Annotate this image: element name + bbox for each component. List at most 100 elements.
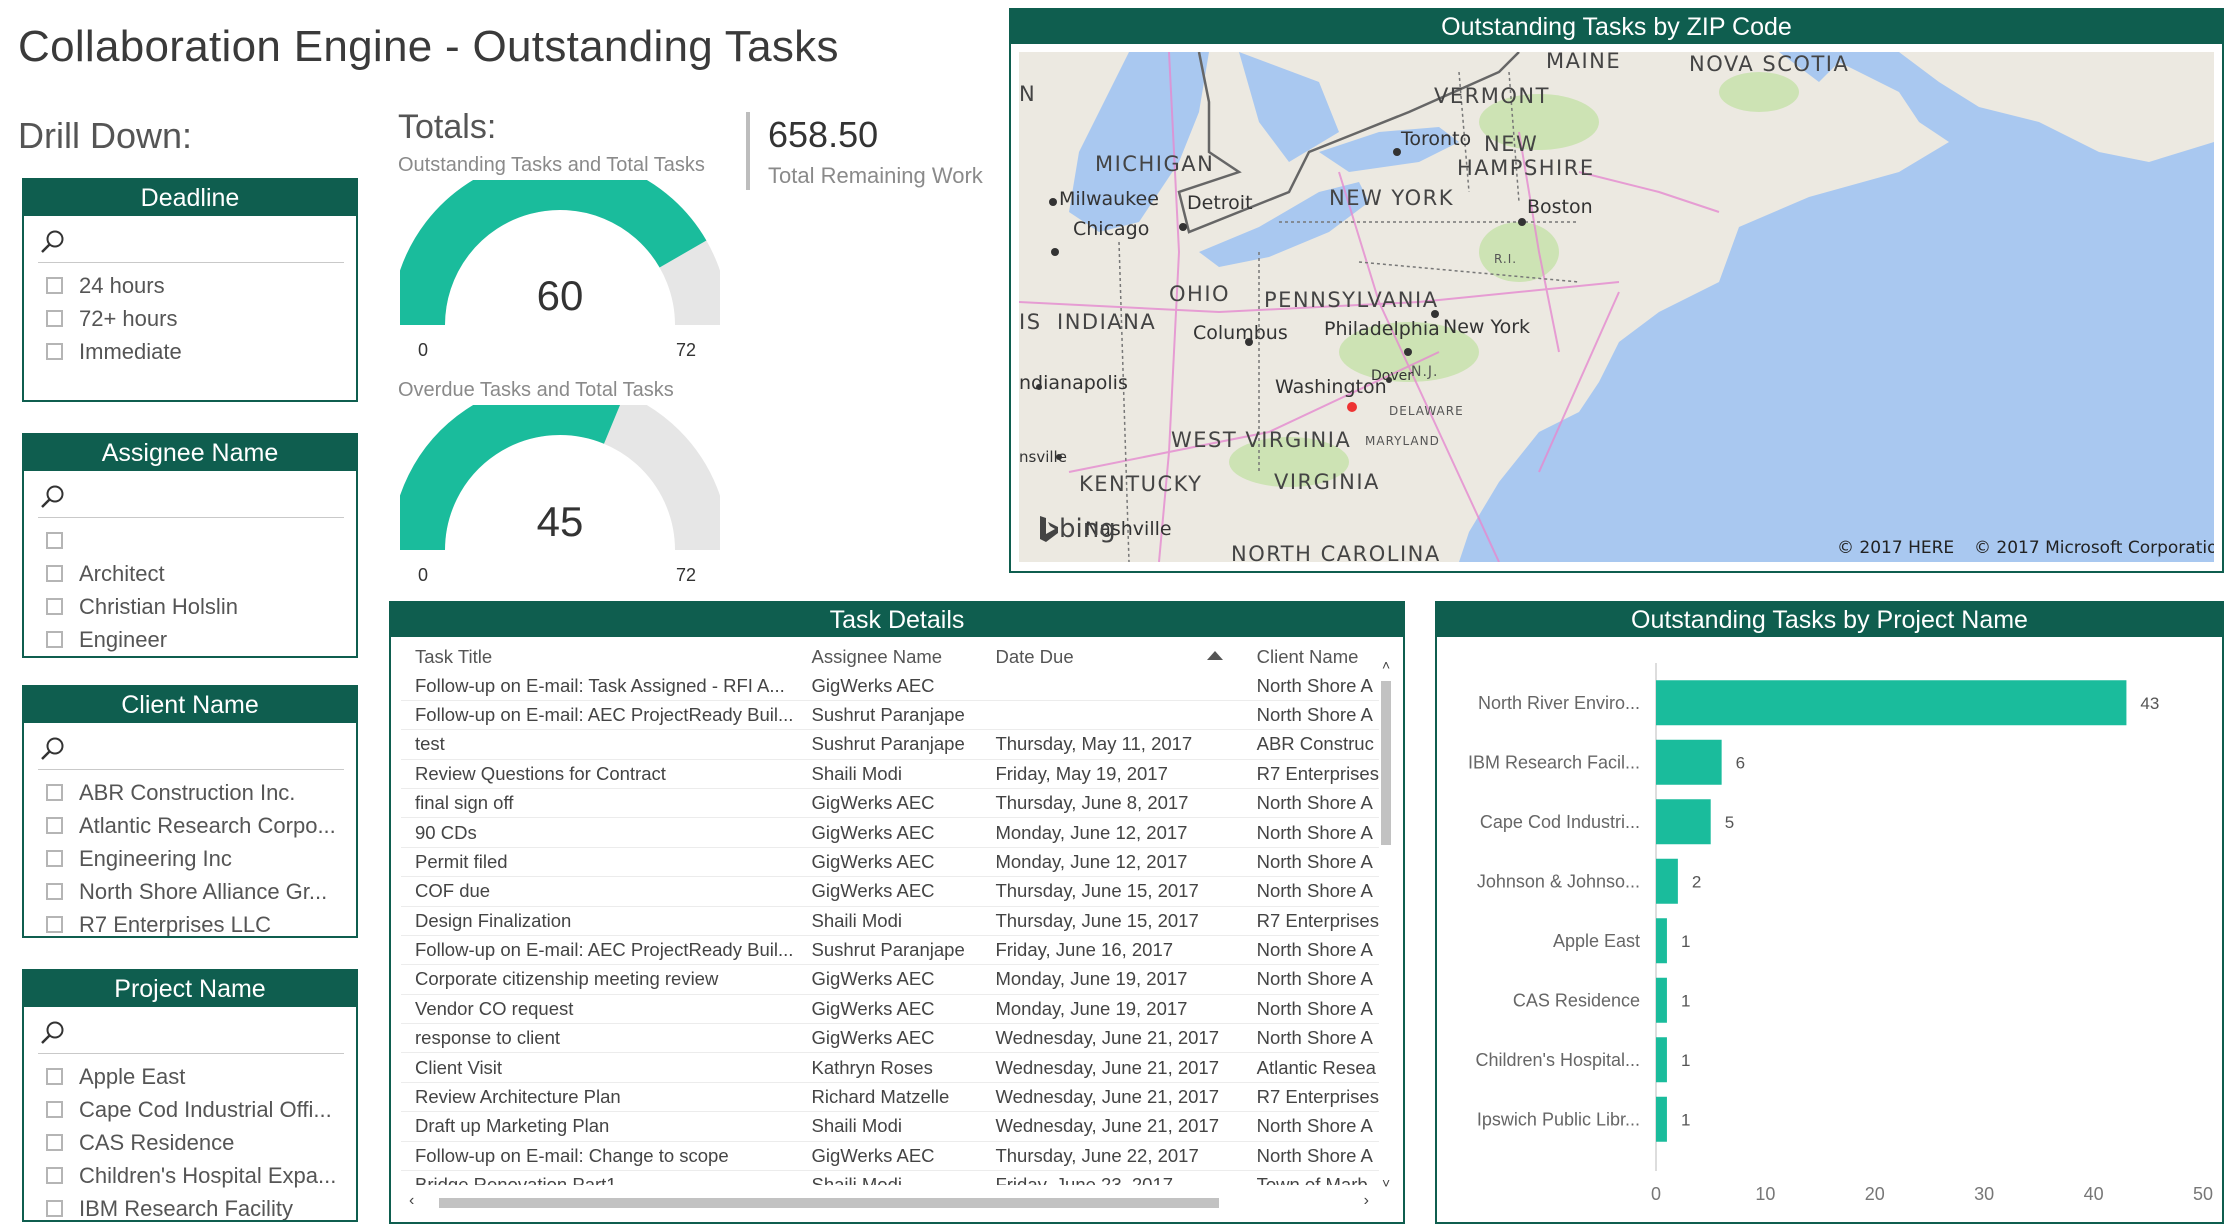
slicer-item[interactable]: R7 Enterprises LLC bbox=[46, 908, 356, 936]
checkbox[interactable] bbox=[46, 784, 63, 801]
column-header-client[interactable]: Client Name bbox=[1256, 646, 1359, 668]
table-cell: North Shore A bbox=[1242, 935, 1379, 966]
checkbox[interactable] bbox=[46, 565, 63, 582]
scrollbar-thumb[interactable] bbox=[1381, 681, 1391, 845]
table-cell: GigWerks AEC bbox=[797, 847, 982, 878]
slicer-item[interactable]: 24 hours bbox=[46, 269, 356, 302]
column-header-date-due[interactable]: Date Due bbox=[981, 643, 1242, 671]
checkbox[interactable] bbox=[46, 1134, 63, 1151]
project-search[interactable] bbox=[38, 1015, 344, 1054]
slicer-item[interactable]: Atlantic Research Corpo... bbox=[46, 809, 356, 842]
slicer-item[interactable] bbox=[46, 524, 356, 557]
table-row[interactable]: Permit filed GigWerks AEC Monday, June 12,… bbox=[401, 847, 1379, 878]
bar[interactable] bbox=[1656, 918, 1667, 964]
gauge1-value: 60 bbox=[536, 272, 584, 319]
map-state-label: IS bbox=[1019, 310, 1042, 334]
bar[interactable] bbox=[1656, 799, 1711, 845]
slicer-item[interactable]: 72+ hours bbox=[46, 302, 356, 335]
table-cell: Kathryn Roses bbox=[797, 1052, 982, 1083]
deadline-search[interactable] bbox=[38, 224, 344, 263]
table-row[interactable]: Draft up Marketing Plan Shaili Modi Wednes… bbox=[401, 1111, 1379, 1142]
table-row[interactable]: Design Finalization Shaili Modi Thursday, … bbox=[401, 906, 1379, 936]
table-cell bbox=[981, 671, 1243, 701]
column-header-assignee[interactable]: Assignee Name bbox=[811, 646, 943, 668]
bar[interactable] bbox=[1656, 977, 1667, 1023]
checkbox[interactable] bbox=[46, 631, 63, 648]
project-slicer-title: Project Name bbox=[24, 971, 356, 1007]
checkbox[interactable] bbox=[46, 883, 63, 900]
checkbox[interactable] bbox=[46, 343, 63, 360]
table-row[interactable]: test Sushrut Paranjape Thursday, May 11, 2… bbox=[401, 729, 1379, 760]
table-cell: response to client bbox=[401, 1023, 798, 1054]
scroll-down-icon[interactable]: ˅ bbox=[1382, 1175, 1391, 1191]
table-row[interactable]: Review Architecture Plan Richard Matzelle… bbox=[401, 1082, 1379, 1113]
vertical-scrollbar[interactable]: ˄ ˅ bbox=[1379, 655, 1393, 1191]
slicer-item[interactable]: Cape Cod Industrial Offi... bbox=[46, 1093, 356, 1126]
horizontal-scrollbar[interactable]: ‹ › bbox=[409, 1192, 1369, 1211]
category-label: CAS Residence bbox=[1513, 990, 1640, 1010]
checkbox[interactable] bbox=[46, 817, 63, 834]
table-row[interactable]: Client Visit Kathryn Roses Wednesday, June… bbox=[401, 1052, 1379, 1083]
checkbox[interactable] bbox=[46, 277, 63, 294]
city-marker bbox=[1386, 377, 1392, 383]
x-tick-label: 50 bbox=[2193, 1184, 2213, 1204]
table-cell: GigWerks AEC bbox=[797, 671, 982, 701]
client-slicer: Client Name ABR Construction Inc. Atlant… bbox=[22, 685, 358, 938]
slicer-item[interactable]: Christian Holslin bbox=[46, 590, 356, 623]
slicer-item[interactable]: Apple East bbox=[46, 1060, 356, 1093]
bar[interactable] bbox=[1656, 1096, 1667, 1142]
table-row[interactable]: Follow-up on E-mail: Task Assigned - RFI… bbox=[401, 671, 1379, 701]
checkbox[interactable] bbox=[46, 310, 63, 327]
table-cell: Client Visit bbox=[401, 1052, 798, 1083]
slicer-item[interactable]: Architect bbox=[46, 557, 356, 590]
map-panel: Outstanding Tasks by ZIP Code bbox=[1009, 8, 2224, 573]
checkbox[interactable] bbox=[46, 1167, 63, 1184]
table-row[interactable]: Follow-up on E-mail: Change to scope GigW… bbox=[401, 1141, 1379, 1172]
table-cell: North Shore A bbox=[1242, 847, 1379, 878]
slicer-item[interactable]: Engineer bbox=[46, 623, 356, 656]
slicer-item[interactable]: ABR Construction Inc. bbox=[46, 776, 356, 809]
table-row[interactable]: Vendor CO request GigWerks AEC Monday, Jun… bbox=[401, 994, 1379, 1025]
map-state-label: NORTH CAROLINA bbox=[1231, 542, 1441, 562]
checkbox[interactable] bbox=[46, 850, 63, 867]
table-row[interactable]: Corporate citizenship meeting review GigW… bbox=[401, 964, 1379, 995]
slicer-item[interactable]: Immediate bbox=[46, 335, 356, 368]
bar[interactable] bbox=[1656, 1037, 1667, 1083]
task-table-container[interactable]: Task Title Assignee Name Date Due Client… bbox=[401, 643, 1379, 1185]
slicer-item[interactable]: Children's Hospital Expa... bbox=[46, 1159, 356, 1192]
checkbox[interactable] bbox=[46, 532, 63, 549]
slicer-item[interactable]: CAS Residence bbox=[46, 1126, 356, 1159]
client-search[interactable] bbox=[38, 731, 344, 770]
assignee-search[interactable] bbox=[38, 479, 344, 518]
table-row[interactable]: Bridge Renovation Part1 Shaili Modi Friday… bbox=[401, 1170, 1379, 1185]
slicer-item[interactable]: IBM Research Facility bbox=[46, 1192, 356, 1220]
map-state-label: HAMPSHIRE bbox=[1457, 156, 1595, 180]
table-row[interactable]: COF due GigWerks AEC Thursday, June 15, 20… bbox=[401, 876, 1379, 907]
checkbox[interactable] bbox=[46, 1200, 63, 1217]
checkbox[interactable] bbox=[46, 1068, 63, 1085]
table-row[interactable]: Follow-up on E-mail: AEC ProjectReady Bu… bbox=[401, 935, 1379, 966]
table-row[interactable]: Review Questions for Contract Shaili Modi… bbox=[401, 759, 1379, 789]
table-cell: Follow-up on E-mail: Change to scope bbox=[401, 1141, 798, 1172]
category-label: Apple East bbox=[1553, 931, 1640, 951]
table-row[interactable]: final sign off GigWerks AEC Thursday, June… bbox=[401, 788, 1379, 819]
table-row[interactable]: 90 CDs GigWerks AEC Monday, June 12, 2017 N… bbox=[401, 817, 1379, 848]
slicer-item[interactable]: North Shore Alliance Gr... bbox=[46, 875, 356, 908]
map[interactable]: MAINE NOVA SCOTIA VERMONT NEW HAMPSHIRE … bbox=[1019, 52, 2214, 562]
bar[interactable] bbox=[1656, 858, 1678, 904]
scroll-up-icon[interactable]: ˄ bbox=[1382, 657, 1391, 673]
checkbox[interactable] bbox=[46, 1101, 63, 1118]
column-header-task-title[interactable]: Task Title bbox=[415, 646, 493, 668]
checkbox[interactable] bbox=[46, 916, 63, 933]
bar[interactable] bbox=[1656, 739, 1722, 785]
scroll-right-icon[interactable]: › bbox=[1363, 1192, 1369, 1209]
map-state-label: VIRGINIA bbox=[1274, 470, 1380, 494]
scrollbar-thumb[interactable] bbox=[439, 1198, 1219, 1208]
checkbox[interactable] bbox=[46, 598, 63, 615]
bar[interactable] bbox=[1656, 680, 2127, 726]
map-city-label: Toronto bbox=[1401, 128, 1472, 150]
slicer-item[interactable]: Engineering Inc bbox=[46, 842, 356, 875]
scroll-left-icon[interactable]: ‹ bbox=[409, 1192, 415, 1209]
table-row[interactable]: response to client GigWerks AEC Wednesday,… bbox=[401, 1023, 1379, 1054]
table-row[interactable]: Follow-up on E-mail: AEC ProjectReady Bu… bbox=[401, 700, 1379, 731]
